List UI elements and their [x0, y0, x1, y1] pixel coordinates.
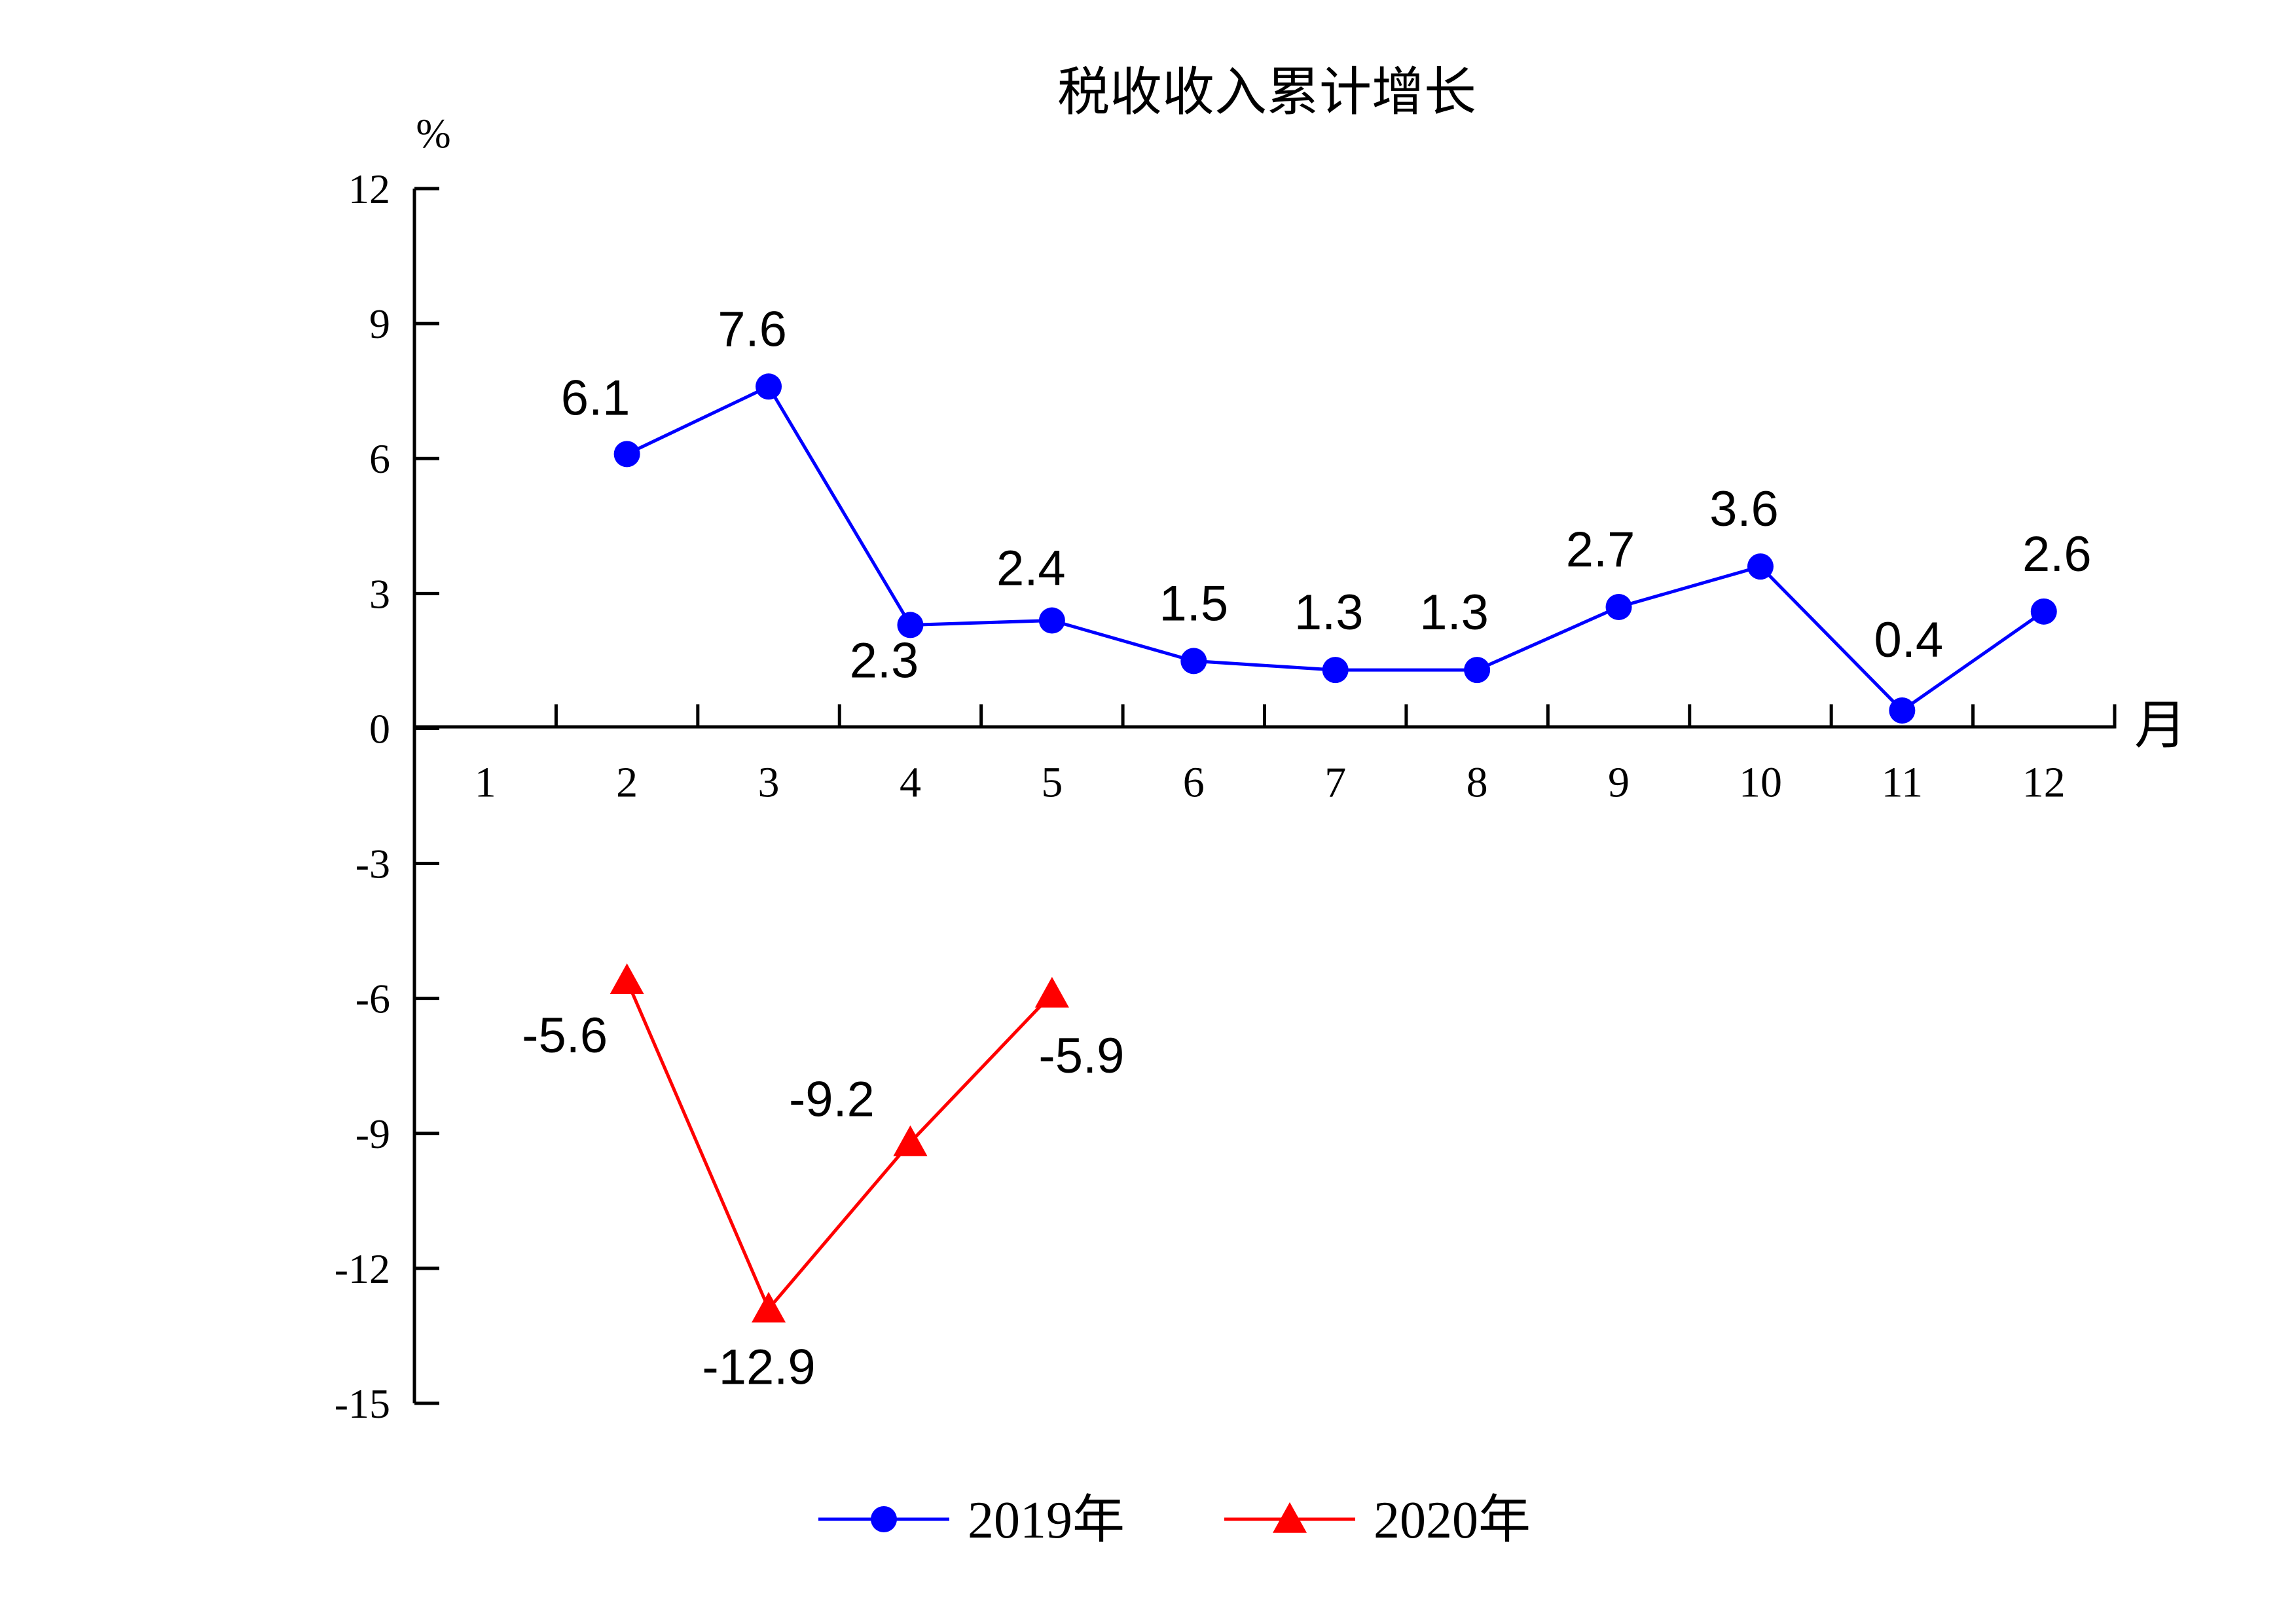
x-tick-label: 12: [2022, 758, 2066, 806]
x-tick-label: 4: [900, 758, 921, 806]
data-label: 2.6: [2022, 526, 2092, 582]
series-layer: 6.1 7.6 2.3 2.4 1.5 1.3 1.3 2.7 3.6 0.4 2.6 -5.6 -12…: [522, 301, 2091, 1395]
y-axis-unit: %: [416, 110, 450, 157]
data-point-marker: [893, 1125, 928, 1156]
x-tick-label: 7: [1324, 758, 1346, 806]
legend-label: 2019年: [968, 1492, 1125, 1549]
series-line-2: [625, 980, 1053, 1312]
data-point-marker: [1180, 648, 1207, 674]
data-label: 1.3: [1419, 585, 1489, 640]
data-point-marker: [1889, 697, 1916, 724]
y-tick-label: -9: [355, 1111, 390, 1157]
x-axis-unit: 月: [2134, 697, 2187, 755]
x-tick-label: 6: [1183, 758, 1205, 806]
y-tick-label: -3: [355, 841, 390, 887]
data-label: 7.6: [718, 301, 787, 357]
data-point-marker: [610, 963, 644, 994]
legend-label: 2020年: [1374, 1492, 1531, 1549]
data-label: 2.3: [850, 633, 919, 688]
y-tick-label: -15: [335, 1380, 390, 1427]
y-tick-label: 9: [369, 301, 390, 347]
x-tick-label: 11: [1882, 758, 1923, 806]
data-label: -12.9: [702, 1340, 815, 1395]
x-tick-label: 1: [475, 758, 496, 806]
data-point-marker: [1747, 553, 1774, 580]
data-label: -5.6: [522, 1008, 608, 1063]
data-label: 3.6: [1709, 481, 1779, 537]
data-point-marker: [752, 1291, 786, 1323]
data-point-marker: [613, 441, 640, 468]
y-tick-label: -12: [335, 1246, 390, 1292]
data-label: 6.1: [561, 370, 630, 426]
data-point-marker: [1322, 657, 1349, 684]
data-label: -5.9: [1038, 1028, 1124, 1084]
x-tick-label: 8: [1467, 758, 1488, 806]
data-label: 0.4: [1874, 612, 1944, 668]
x-tick-label: 3: [758, 758, 780, 806]
data-label: -9.2: [789, 1072, 875, 1128]
y-tick-label: -6: [355, 976, 390, 1022]
legend-marker: [871, 1506, 897, 1532]
y-tick-label: 0: [369, 705, 390, 752]
data-label: 2.7: [1566, 522, 1635, 578]
data-point-marker: [897, 612, 924, 638]
x-ticks: 1 2 3 4 5 6 7 8 9 10 11 12: [475, 704, 2117, 806]
x-tick-label: 10: [1739, 758, 1782, 806]
y-ticks: 12 9 6 3 0 -3 -6 -9 -12 -15: [335, 166, 439, 1427]
data-point-marker: [1034, 976, 1069, 1008]
data-label: 1.3: [1294, 585, 1364, 640]
data-point-marker: [1605, 593, 1632, 620]
data-point-marker: [756, 373, 782, 400]
y-tick-label: 12: [348, 166, 390, 212]
x-tick-label: 5: [1041, 758, 1063, 806]
chart-title: 税收收入累计增长: [1057, 64, 1476, 122]
data-label: 1.5: [1159, 576, 1228, 631]
x-tick-label: 9: [1608, 758, 1630, 806]
x-tick-label: 2: [616, 758, 638, 806]
legend-marker: [1273, 1502, 1307, 1533]
data-point-marker: [2030, 598, 2057, 625]
y-tick-label: 6: [369, 435, 390, 482]
data-point-marker: [1038, 607, 1065, 634]
data-label: 2.4: [996, 541, 1066, 597]
legend: 2019年 2020年: [818, 1492, 1531, 1549]
y-tick-label: 3: [369, 570, 390, 617]
data-point-marker: [1464, 657, 1491, 684]
